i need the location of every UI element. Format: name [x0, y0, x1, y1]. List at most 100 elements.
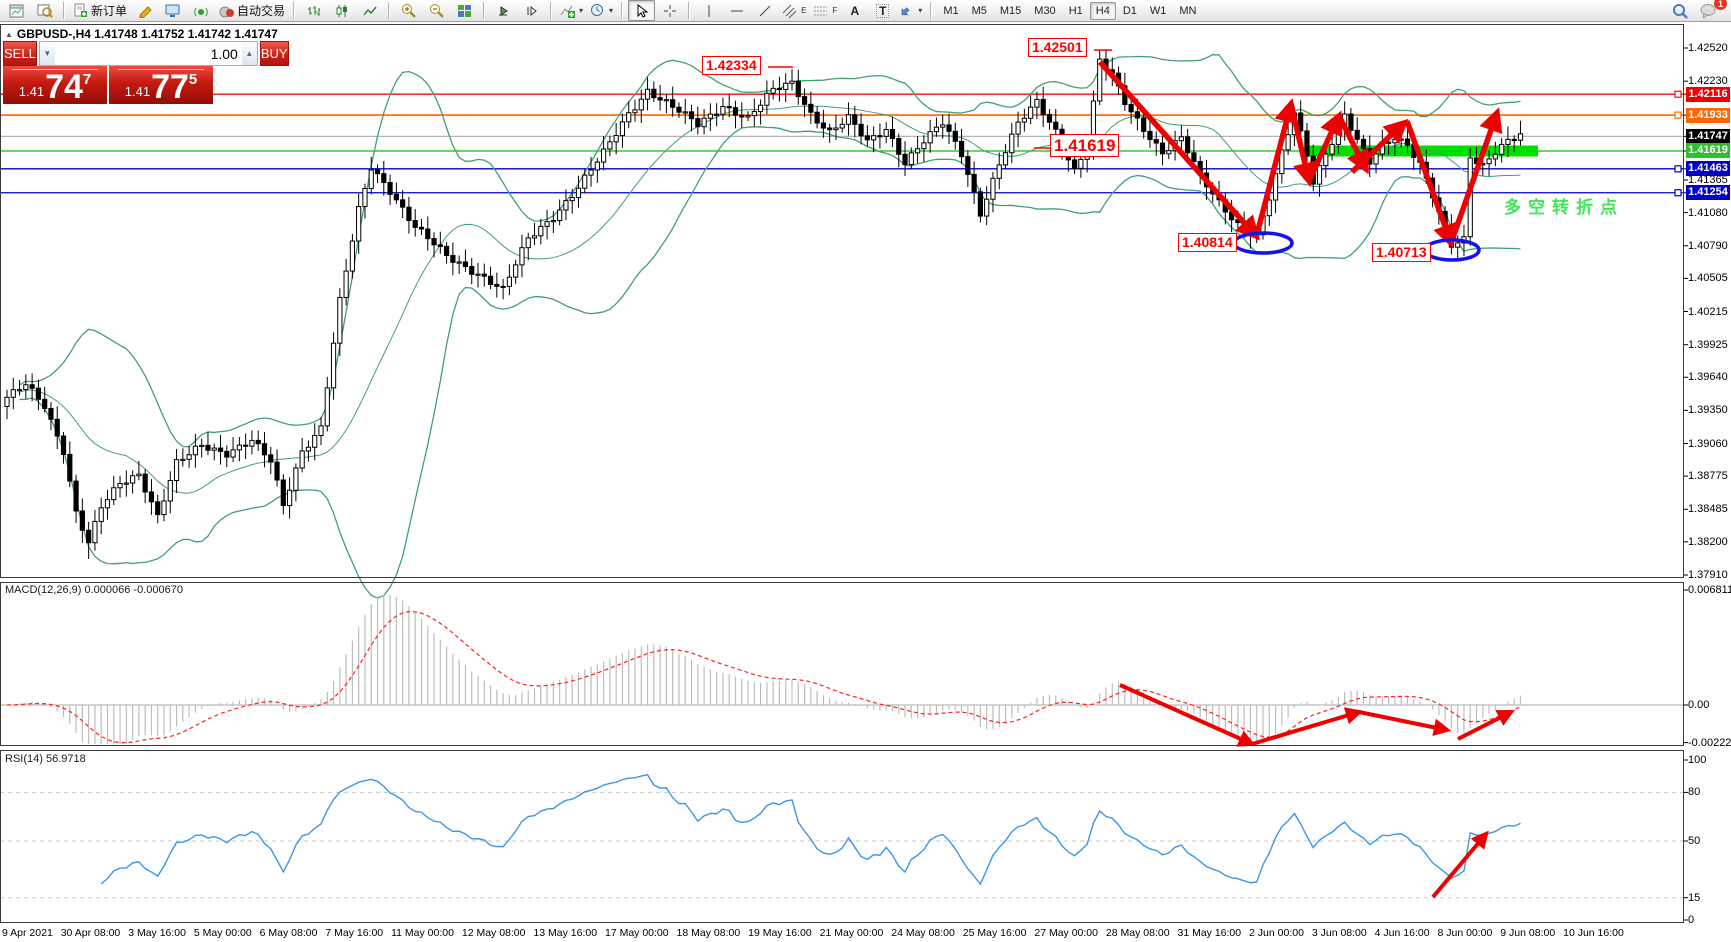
axis-tick-label: 1.38200	[1688, 535, 1728, 548]
vertical-line-tool[interactable]	[695, 0, 722, 21]
axis-tick-label: 1.39640	[1688, 371, 1728, 384]
periods-dropdown[interactable]: ▾	[587, 0, 616, 21]
time-axis: 9 Apr 2021 30 Apr 08:00 3 May 16:00 5 May 0…	[2, 927, 1624, 939]
notification-badge: 1	[1714, 0, 1727, 10]
trendline-tool[interactable]	[751, 0, 778, 21]
rsi-pane-layer	[0, 773, 1684, 899]
price-annotation-label: 1.40814	[1178, 233, 1237, 252]
timeframe-button-m1[interactable]: M1	[943, 4, 959, 17]
one-click-trading-panel: SELL ▼ ▲ BUY 1.41 74 7 1.41 77 5	[3, 41, 289, 104]
axis-price-badge: 1.41747	[1686, 128, 1730, 144]
chevron-down-icon: ▾	[579, 6, 584, 15]
collapse-triangle-icon[interactable]: ▲	[5, 29, 13, 39]
time-label: 24 May 08:00	[891, 927, 955, 939]
chevron-down-icon: ▾	[609, 6, 614, 15]
highlight-bar-layer	[1309, 145, 1538, 157]
time-label: 18 May 08:00	[676, 927, 741, 939]
chart-shift-icon[interactable]	[518, 0, 545, 21]
timeframe-button-h1[interactable]: H1	[1068, 4, 1083, 17]
symbol-quote-text: GBPUSD-,H4 1.41748 1.41752 1.41742 1.417…	[16, 27, 278, 41]
auto-trading-label: 自动交易	[237, 4, 286, 18]
sell-price-panel[interactable]: 1.41 74 7	[3, 66, 107, 104]
separator	[293, 2, 296, 19]
axis-tick-label: 50	[1688, 835, 1701, 847]
axis-tick-label: 1.42230	[1688, 75, 1728, 88]
timeframe-button-d1[interactable]: D1	[1122, 4, 1137, 17]
axis-tick-label: 1.38775	[1688, 470, 1728, 483]
axis-tick-label: 1.42520	[1688, 42, 1728, 54]
shapes-dropdown[interactable]: ▾	[897, 0, 925, 21]
axis-tick-label: 15	[1688, 891, 1701, 904]
axis-price-badge: 1.41933	[1686, 107, 1730, 123]
chevron-down-icon: ▾	[918, 6, 923, 15]
timeframe-group: M1 M5 M15 M30 H1 H4 D1 W1 MN	[937, 1, 1202, 20]
terminal-icon[interactable]	[159, 0, 186, 21]
separator	[388, 2, 391, 19]
auto-trading-button[interactable]: 自动交易	[215, 0, 288, 21]
buy-button[interactable]: BUY	[259, 41, 289, 66]
cursor-button[interactable]	[628, 0, 656, 21]
time-label: 28 May 08:00	[1105, 927, 1170, 939]
chart-window-icon[interactable]	[3, 0, 30, 21]
auto-scroll-icon[interactable]	[490, 0, 517, 21]
timeframe-button-m30[interactable]: M30	[1034, 4, 1056, 17]
price-annotation-label: 1.41619	[1050, 134, 1120, 157]
chart-surface[interactable]	[0, 24, 1684, 578]
new-order-label: 新订单	[91, 4, 128, 18]
separator	[930, 2, 933, 19]
fibonacci-tool[interactable]: F	[810, 0, 840, 21]
horizontal-line-tool[interactable]	[723, 0, 750, 21]
separator	[483, 2, 486, 19]
time-label: 12 May 08:00	[461, 927, 526, 939]
zoom-out-icon[interactable]	[423, 0, 450, 21]
macd-pane-layer	[0, 594, 1684, 744]
price-annotation-label: 1.42334	[702, 56, 761, 75]
axis-price-badge: 1.41463	[1686, 161, 1730, 177]
axis-tick-label: 1.39060	[1688, 437, 1728, 450]
text-tool[interactable]: A	[841, 0, 868, 21]
axis-price-badge: 1.41254	[1686, 185, 1730, 201]
time-label: 13 May 16:00	[533, 927, 598, 939]
timeframe-button-m15[interactable]: M15	[999, 4, 1022, 17]
candlestick-chart-type-icon[interactable]	[328, 0, 355, 21]
sell-price-big: 74	[45, 67, 83, 106]
quote-line: ▲ GBPUSD-,H4 1.41748 1.41752 1.41742 1.4…	[5, 27, 278, 41]
search-button[interactable]	[1667, 0, 1694, 21]
indicators-dropdown[interactable]: ▾	[557, 0, 586, 21]
timeframe-button-h4[interactable]: H4	[1089, 1, 1116, 20]
notifications-button[interactable]: 1	[1695, 0, 1727, 21]
time-label: 19 May 16:00	[748, 927, 812, 939]
bar-chart-type-icon[interactable]	[300, 0, 327, 21]
axis-tick-label: 1.38485	[1688, 503, 1728, 516]
axis-tick-label: 1.40790	[1688, 239, 1728, 252]
new-order-button[interactable]: 新订单	[70, 0, 130, 21]
time-label: 8 Jun 00:00	[1437, 927, 1493, 939]
timeframe-button-w1[interactable]: W1	[1149, 4, 1167, 17]
crayon-icon[interactable]	[131, 0, 158, 21]
text-label-tool[interactable]: T	[869, 0, 896, 21]
channel-letter: E	[801, 6, 807, 15]
timeframe-button-m5[interactable]: M5	[971, 4, 987, 17]
timeframe-button-mn[interactable]: MN	[1179, 4, 1197, 17]
volume-input[interactable]	[54, 42, 242, 65]
time-label: 3 May 16:00	[128, 927, 186, 939]
time-label: 17 May 00:00	[604, 927, 669, 939]
tile-windows-icon[interactable]	[451, 0, 478, 21]
buy-price-prefix: 1.41	[124, 84, 151, 99]
fibo-letter: F	[832, 6, 838, 15]
sell-button[interactable]: SELL	[3, 41, 37, 66]
crosshair-button[interactable]	[656, 0, 683, 21]
signal-icon[interactable]	[187, 0, 214, 21]
zoom-in-icon[interactable]	[395, 0, 422, 21]
buy-price-panel[interactable]: 1.41 77 5	[107, 66, 213, 104]
volume-decrease-button[interactable]: ▼	[39, 42, 55, 65]
equidistant-channel-tool[interactable]: E	[779, 0, 809, 21]
text-letter: A	[850, 3, 860, 18]
axis-tick-label: 0.00	[1688, 699, 1710, 711]
axis-price-badge: 1.41619	[1686, 143, 1730, 159]
symbols-search-icon[interactable]	[31, 0, 58, 21]
axis-tick-label: 1.40505	[1688, 272, 1728, 285]
line-chart-type-icon[interactable]	[356, 0, 383, 21]
volume-increase-button[interactable]: ▲	[241, 42, 257, 65]
